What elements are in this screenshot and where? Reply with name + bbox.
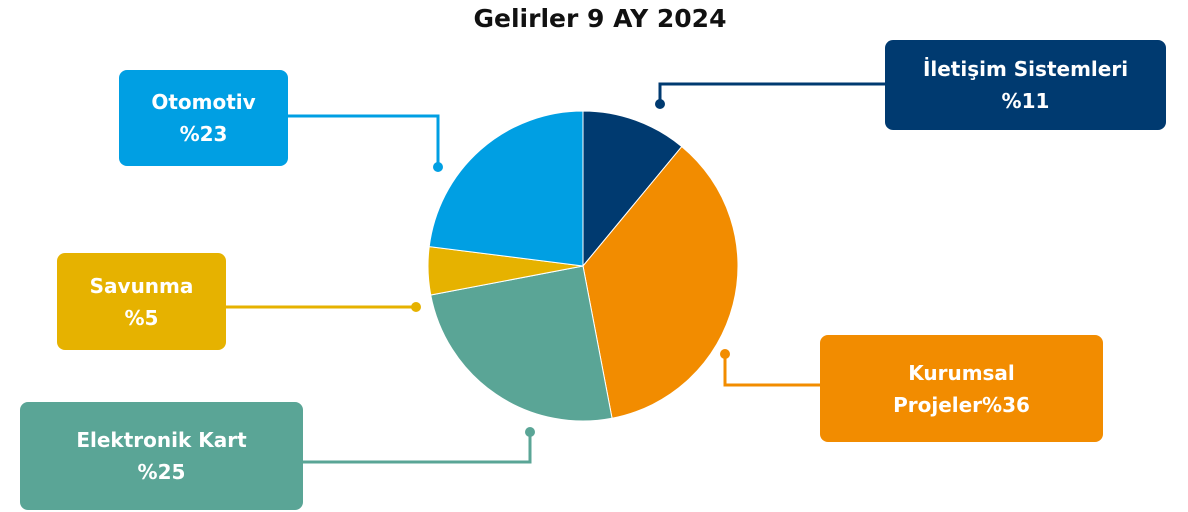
label-text: Otomotiv %23 xyxy=(151,86,255,150)
connector-dot xyxy=(411,302,421,312)
connector-dot xyxy=(655,99,665,109)
connector-line xyxy=(723,354,820,387)
label-text: İletişim Sistemleri %11 xyxy=(923,53,1128,117)
category-label: Savunma xyxy=(89,273,194,298)
category-label: Otomotiv xyxy=(151,90,256,114)
category-label: Elektronik Kart xyxy=(76,428,247,452)
pie-slice xyxy=(582,145,739,419)
connector-line xyxy=(303,432,532,464)
value-label: %23 xyxy=(179,122,228,146)
label-box: İletişim Sistemleri %11 xyxy=(885,40,1166,130)
connector-line xyxy=(288,114,440,167)
label-box: Elektronik Kart %25 xyxy=(20,402,303,510)
label-box: Otomotiv %23 xyxy=(119,70,288,166)
connector-dot xyxy=(720,349,730,359)
value-label: %25 xyxy=(137,460,186,484)
label-box: Kurumsal Projeler%36 xyxy=(820,335,1103,442)
label-box: Savunma %5 xyxy=(57,253,226,350)
value-label: %11 xyxy=(1001,89,1050,113)
connector-dot xyxy=(433,162,443,172)
value-label: %5 xyxy=(124,305,159,330)
category-label: İletişim Sistemleri xyxy=(922,57,1129,81)
connector-dot xyxy=(525,427,535,437)
connector-line xyxy=(658,82,885,104)
label-text: Elektronik Kart %25 xyxy=(76,424,246,488)
value-label: %36 xyxy=(982,392,1030,417)
category-label: Kurumsal Projeler xyxy=(893,360,1015,417)
pie-slice xyxy=(428,110,584,267)
pie-slice xyxy=(582,110,683,268)
label-text: Kurumsal Projeler%36 xyxy=(877,357,1047,421)
chart-title: Gelirler 9 AY 2024 xyxy=(473,4,727,33)
pie-slice xyxy=(430,265,613,422)
label-text: Savunma %5 xyxy=(90,270,194,334)
